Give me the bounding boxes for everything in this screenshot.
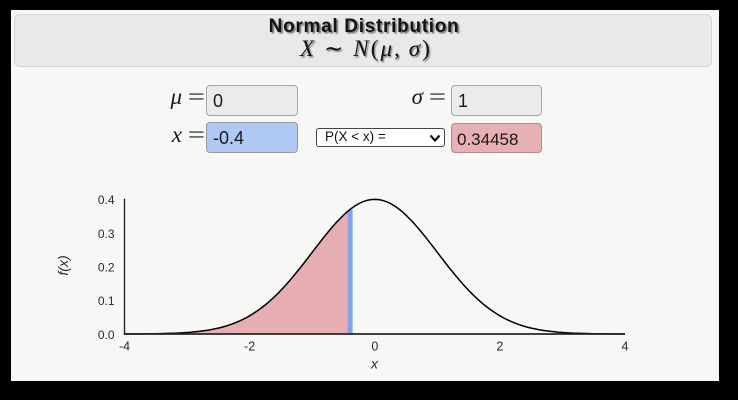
svg-text:0.4: 0.4 bbox=[98, 193, 115, 207]
svg-text:4: 4 bbox=[622, 340, 629, 354]
svg-text:0.2: 0.2 bbox=[98, 261, 115, 275]
svg-text:-4: -4 bbox=[119, 340, 130, 354]
svg-text:f(x): f(x) bbox=[55, 255, 71, 275]
svg-text:0.3: 0.3 bbox=[98, 227, 115, 241]
svg-text:x: x bbox=[370, 356, 379, 372]
svg-text:-2: -2 bbox=[244, 340, 255, 354]
svg-text:2: 2 bbox=[496, 340, 503, 354]
svg-text:0.0: 0.0 bbox=[98, 328, 115, 342]
svg-text:0: 0 bbox=[371, 340, 378, 354]
svg-text:0.1: 0.1 bbox=[98, 294, 115, 308]
